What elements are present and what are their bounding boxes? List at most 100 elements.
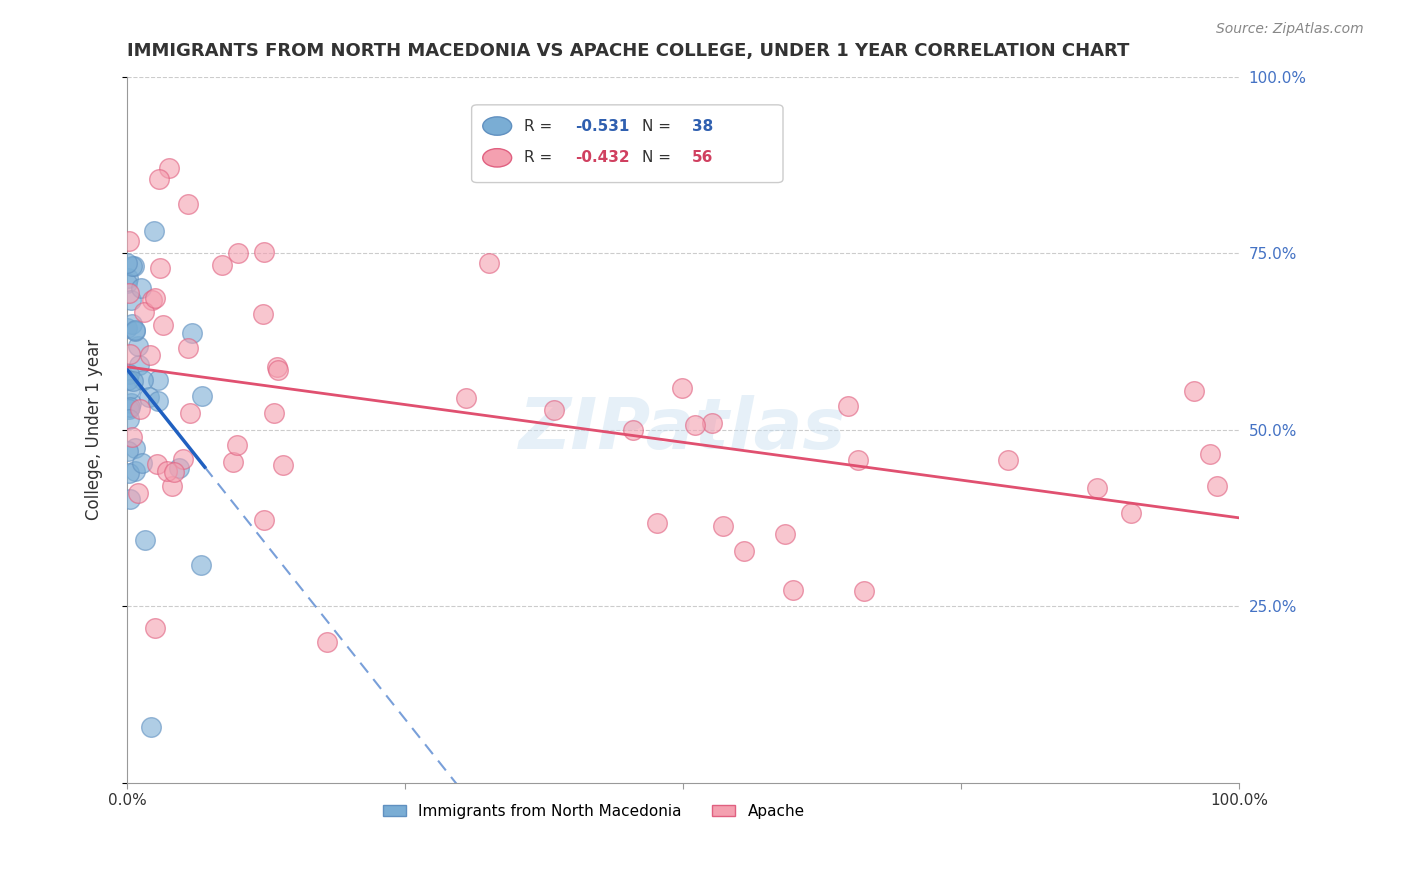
Point bbox=[190, 558, 212, 572]
Point bbox=[117, 373, 139, 387]
Point bbox=[671, 381, 693, 395]
Point bbox=[117, 444, 139, 458]
Point bbox=[132, 305, 155, 319]
Point bbox=[252, 308, 274, 322]
Point bbox=[700, 416, 723, 430]
Point bbox=[117, 256, 139, 270]
Point bbox=[837, 399, 859, 413]
Point bbox=[177, 196, 200, 211]
Point bbox=[122, 375, 145, 389]
Point bbox=[645, 516, 668, 530]
Point bbox=[191, 389, 214, 403]
Point bbox=[129, 281, 152, 295]
Point bbox=[846, 453, 869, 467]
Point bbox=[149, 261, 172, 276]
Text: Source: ZipAtlas.com: Source: ZipAtlas.com bbox=[1216, 22, 1364, 37]
Point bbox=[266, 359, 288, 374]
Point bbox=[128, 358, 150, 372]
Point bbox=[711, 518, 734, 533]
Point bbox=[160, 479, 183, 493]
Point bbox=[162, 466, 184, 480]
Point bbox=[152, 318, 174, 333]
Point bbox=[139, 348, 162, 362]
Point bbox=[775, 527, 797, 541]
Point bbox=[853, 584, 876, 599]
Point bbox=[134, 533, 156, 547]
Point bbox=[181, 326, 204, 341]
Point bbox=[1198, 446, 1220, 460]
Text: N =: N = bbox=[641, 151, 676, 165]
Point bbox=[1184, 384, 1206, 398]
Point bbox=[118, 492, 141, 507]
Circle shape bbox=[482, 149, 512, 167]
Point bbox=[1085, 481, 1108, 495]
Point bbox=[143, 621, 166, 635]
Point bbox=[179, 406, 201, 420]
Text: -0.432: -0.432 bbox=[575, 151, 630, 165]
Text: IMMIGRANTS FROM NORTH MACEDONIA VS APACHE COLLEGE, UNDER 1 YEAR CORRELATION CHAR: IMMIGRANTS FROM NORTH MACEDONIA VS APACH… bbox=[127, 42, 1129, 60]
Text: ZIPatlas: ZIPatlas bbox=[519, 395, 846, 465]
Point bbox=[454, 391, 477, 405]
Point bbox=[120, 395, 142, 409]
Text: 38: 38 bbox=[692, 119, 713, 134]
Point bbox=[143, 291, 166, 305]
Point bbox=[128, 402, 150, 417]
Point bbox=[146, 457, 169, 471]
Point bbox=[621, 423, 644, 437]
Point bbox=[146, 373, 169, 387]
Point bbox=[118, 412, 141, 426]
Point bbox=[172, 452, 194, 467]
Point bbox=[124, 441, 146, 455]
Point bbox=[148, 172, 170, 186]
Text: R =: R = bbox=[524, 119, 557, 134]
Point bbox=[316, 634, 339, 648]
Legend: Immigrants from North Macedonia, Apache: Immigrants from North Macedonia, Apache bbox=[377, 797, 811, 825]
Point bbox=[127, 339, 149, 353]
Point bbox=[138, 390, 160, 404]
Point bbox=[124, 323, 146, 337]
Point bbox=[263, 406, 285, 420]
Point bbox=[225, 438, 247, 452]
Point bbox=[156, 464, 179, 478]
Point bbox=[142, 223, 165, 237]
Point bbox=[121, 259, 143, 273]
Point bbox=[121, 317, 143, 331]
Point bbox=[121, 430, 143, 444]
Point bbox=[124, 464, 146, 478]
Point bbox=[1119, 506, 1142, 520]
Point bbox=[543, 403, 565, 417]
Point bbox=[118, 367, 141, 381]
Text: R =: R = bbox=[524, 151, 557, 165]
Point bbox=[782, 582, 804, 597]
Circle shape bbox=[482, 117, 512, 136]
Point bbox=[118, 285, 141, 300]
Point bbox=[120, 382, 142, 396]
Point bbox=[141, 719, 163, 733]
Point bbox=[253, 513, 276, 527]
Point bbox=[120, 347, 142, 361]
Point bbox=[122, 259, 145, 273]
Point bbox=[118, 467, 141, 481]
Point bbox=[115, 276, 138, 290]
Point bbox=[141, 293, 163, 307]
Point bbox=[683, 418, 706, 433]
Point bbox=[253, 245, 276, 260]
Point bbox=[117, 321, 139, 335]
Point bbox=[117, 270, 139, 285]
Point bbox=[478, 256, 501, 270]
Point bbox=[131, 456, 153, 470]
Point bbox=[167, 460, 190, 475]
Point bbox=[118, 401, 141, 416]
Point bbox=[226, 246, 249, 260]
Point bbox=[211, 258, 233, 272]
Point bbox=[266, 363, 288, 377]
Point bbox=[733, 544, 755, 558]
Point bbox=[120, 293, 142, 307]
Point bbox=[997, 453, 1019, 467]
Point bbox=[1206, 479, 1229, 493]
Text: -0.531: -0.531 bbox=[575, 119, 630, 134]
Point bbox=[176, 341, 198, 355]
Point bbox=[148, 394, 170, 409]
Point bbox=[132, 373, 155, 387]
Point bbox=[124, 324, 146, 338]
